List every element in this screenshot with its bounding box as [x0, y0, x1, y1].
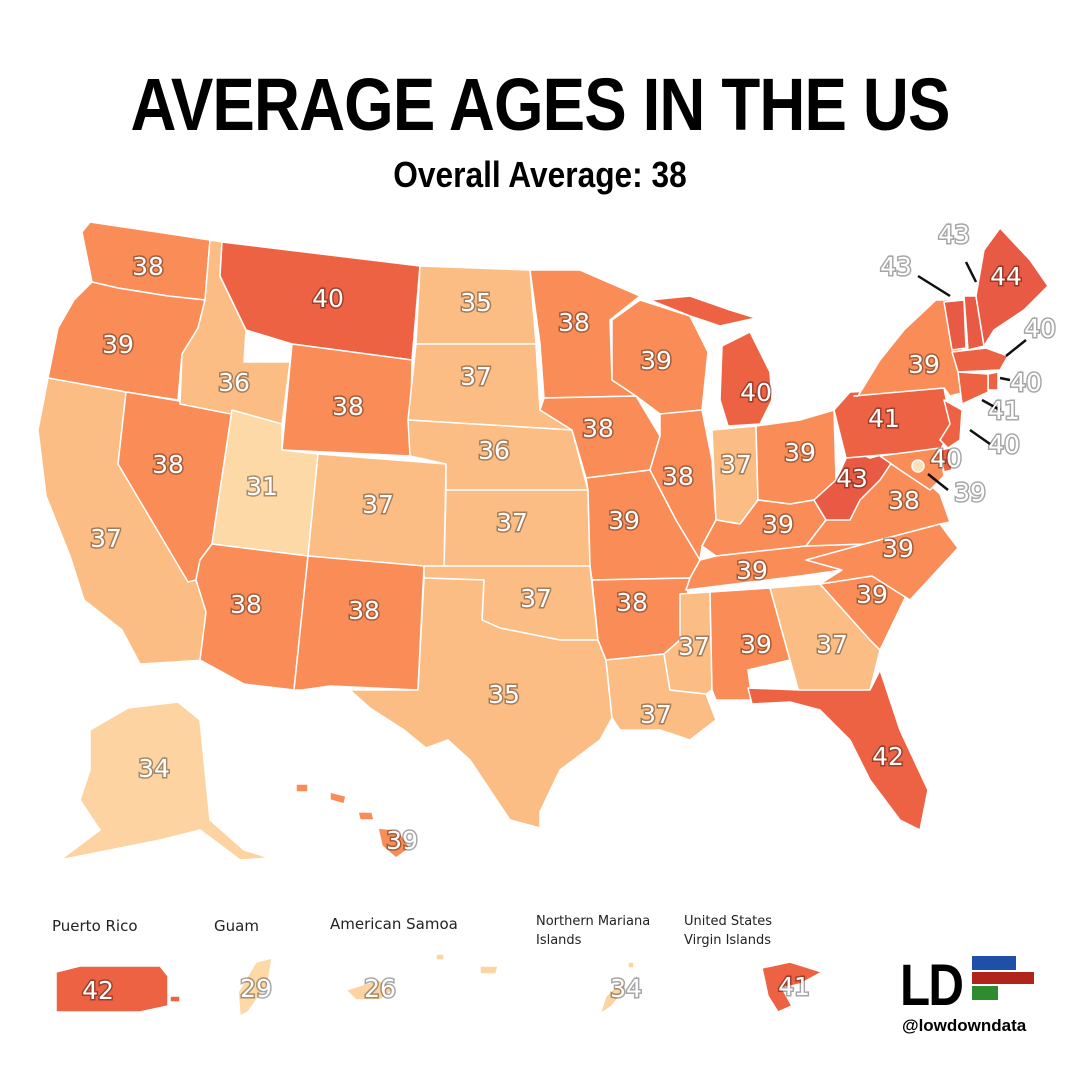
age-label-va: 38: [888, 486, 920, 515]
region-gu: [237, 957, 273, 1017]
age-label-mo: 39: [608, 506, 640, 535]
page-title: AVERAGE AGES IN THE US: [130, 63, 950, 146]
age-label-la: 37: [640, 700, 672, 729]
logo-red-bar: [972, 972, 1034, 984]
region-dc-dot: [911, 459, 925, 473]
age-label-tx: 35: [488, 680, 520, 709]
region-ct: [957, 371, 989, 405]
region-tx: [349, 577, 613, 829]
leader-line-4: [981, 398, 1001, 412]
territory-name-puerto-rico: Puerto Rico: [52, 917, 138, 935]
overall-average-subtitle: Overall Average: 38: [393, 154, 687, 195]
age-label-nj: 40: [988, 430, 1020, 459]
region-pr: [55, 965, 181, 1013]
region-vt: [943, 299, 967, 351]
age-label-ks: 37: [496, 508, 528, 537]
age-label-ne: 36: [478, 436, 510, 465]
region-ma: [951, 347, 1009, 373]
age-label-md: 39: [954, 478, 986, 507]
territory-name-northern-mariana-islands: Northern Mariana Islands: [536, 914, 651, 948]
age-label-tn: 39: [736, 556, 768, 585]
territory-age-label-3: 34: [610, 974, 642, 1003]
territory-age-label-4: 41: [778, 972, 810, 1001]
age-label-fl: 42: [872, 742, 904, 771]
logo-blue-bar: [972, 956, 1016, 970]
age-label-nc: 39: [882, 534, 914, 563]
age-label-ak: 34: [138, 754, 170, 783]
age-label-ct: 41: [988, 396, 1020, 425]
territory-name-us-virgin-islands: United States Virgin Islands: [684, 914, 773, 948]
age-label-nh: 43: [938, 220, 970, 249]
age-label-nd: 35: [460, 288, 492, 317]
age-label-wa: 38: [132, 252, 164, 281]
age-label-id: 36: [218, 368, 250, 397]
age-label-ut: 31: [246, 472, 278, 501]
leader-line-1: [964, 261, 978, 283]
age-label-ca: 37: [90, 524, 122, 553]
lowdowndata-logo: LD @lowdowndata: [900, 950, 1040, 1050]
age-label-hi: 39: [386, 826, 418, 855]
leader-line-0: [917, 274, 951, 298]
leader-line-6: [927, 473, 949, 491]
region-mp: [599, 961, 635, 1015]
age-label-wy: 38: [332, 392, 364, 421]
age-label-ky: 39: [762, 510, 794, 539]
age-label-wv: 43: [836, 464, 868, 493]
age-label-al: 39: [740, 630, 772, 659]
age-label-ar: 38: [616, 588, 648, 617]
age-label-ga: 37: [816, 630, 848, 659]
age-label-or: 39: [102, 330, 134, 359]
age-label-nm: 38: [348, 596, 380, 625]
age-label-az: 38: [230, 590, 262, 619]
age-label-ms: 37: [678, 632, 710, 661]
region-il: [649, 409, 717, 561]
age-label-il: 38: [662, 462, 694, 491]
leader-line-3: [999, 376, 1011, 382]
territory-age-label-1: 29: [240, 974, 272, 1003]
logo-handle: @lowdowndata: [902, 1016, 1027, 1035]
age-label-in: 37: [720, 450, 752, 479]
territory-age-label-0: 42: [82, 976, 114, 1005]
leader-line-5: [969, 428, 991, 446]
region-as: [345, 953, 499, 1001]
region-vi: [761, 961, 823, 1013]
territory-name-guam: Guam: [214, 917, 259, 935]
age-label-mi: 40: [740, 378, 772, 407]
region-ak: [59, 701, 271, 861]
age-label-ma: 40: [1024, 314, 1056, 343]
age-label-ia: 38: [582, 414, 614, 443]
age-label-co: 37: [362, 490, 394, 519]
age-label-pa: 41: [868, 404, 900, 433]
region-me: [975, 227, 1049, 347]
age-label-oh: 39: [784, 438, 816, 467]
territory-name-american-samoa: American Samoa: [330, 915, 458, 933]
territory-age-label-2: 26: [364, 974, 396, 1003]
age-label-ny: 39: [908, 350, 940, 379]
age-label-mt: 40: [312, 284, 344, 313]
age-label-vt: 43: [880, 252, 912, 281]
age-label-ok: 37: [520, 584, 552, 613]
age-label-nv: 38: [152, 450, 184, 479]
age-label-sd: 37: [460, 362, 492, 391]
region-ri: [987, 371, 999, 391]
logo-green-bar: [972, 986, 998, 1000]
leader-line-2: [1005, 339, 1027, 357]
region-hi: [295, 783, 411, 859]
age-label-me: 44: [990, 262, 1022, 291]
age-label-sc: 39: [856, 580, 888, 609]
age-label-ri: 40: [1010, 368, 1042, 397]
region-fl: [747, 669, 929, 831]
age-label-wi: 39: [640, 346, 672, 375]
age-label-mn: 38: [558, 308, 590, 337]
logo-letters: LD: [900, 953, 964, 1018]
age-label-de: 40: [930, 444, 962, 473]
region-or: [47, 281, 206, 401]
region-mi: [649, 295, 773, 427]
